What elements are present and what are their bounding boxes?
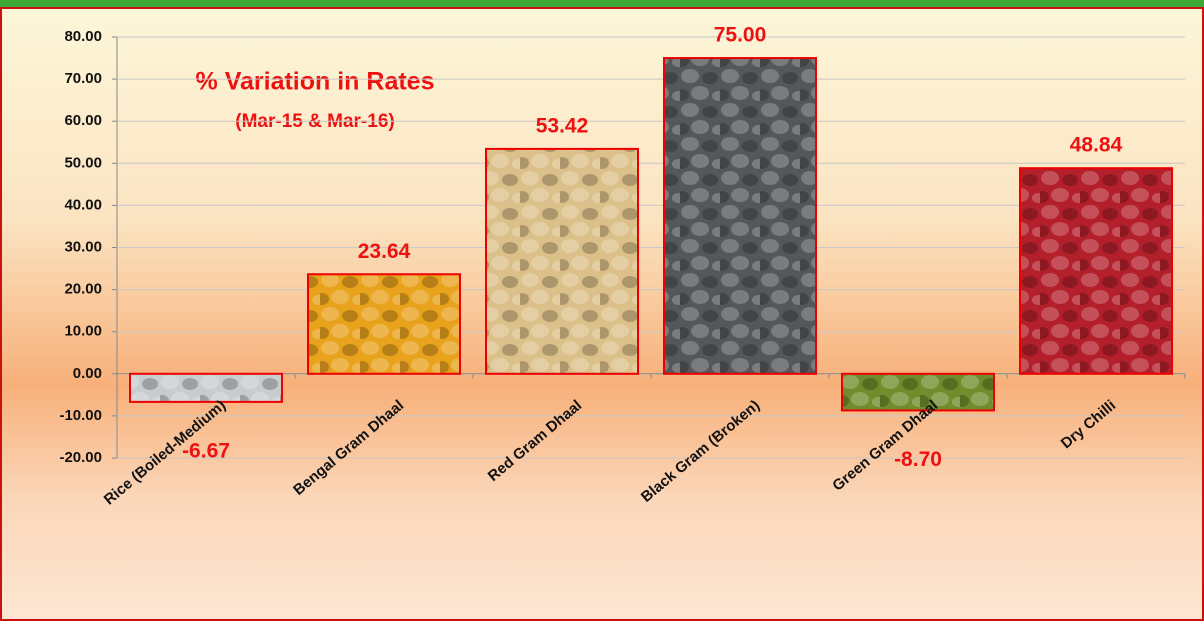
bar — [841, 372, 995, 412]
bar — [663, 57, 817, 375]
y-tick-label: 30.00 — [64, 238, 102, 255]
y-tick-label: 40.00 — [64, 196, 102, 213]
y-tick-label: 10.00 — [64, 323, 102, 340]
y-tick-label: -10.00 — [59, 407, 102, 424]
y-tick-label: 20.00 — [64, 281, 102, 298]
value-label: 75.00 — [714, 24, 767, 47]
value-label: -6.67 — [182, 439, 230, 462]
y-tick-label: -20.00 — [59, 449, 102, 466]
frame — [0, 7, 1204, 621]
value-label: -8.70 — [894, 448, 942, 471]
top-strip — [0, 0, 1204, 8]
bar — [1019, 167, 1173, 375]
y-tick-label: 60.00 — [64, 112, 102, 129]
y-tick-label: 70.00 — [64, 70, 102, 87]
value-label: 23.64 — [358, 240, 411, 263]
y-tick-label: 80.00 — [64, 28, 102, 45]
value-label: 48.84 — [1070, 134, 1123, 157]
chart-title: % Variation in Rates — [196, 68, 435, 96]
y-tick-label: 0.00 — [73, 365, 102, 382]
y-tick-label: 50.00 — [64, 154, 102, 171]
bar — [485, 147, 639, 375]
value-label: 53.42 — [536, 114, 589, 137]
bar — [307, 273, 461, 375]
bar — [129, 372, 283, 403]
